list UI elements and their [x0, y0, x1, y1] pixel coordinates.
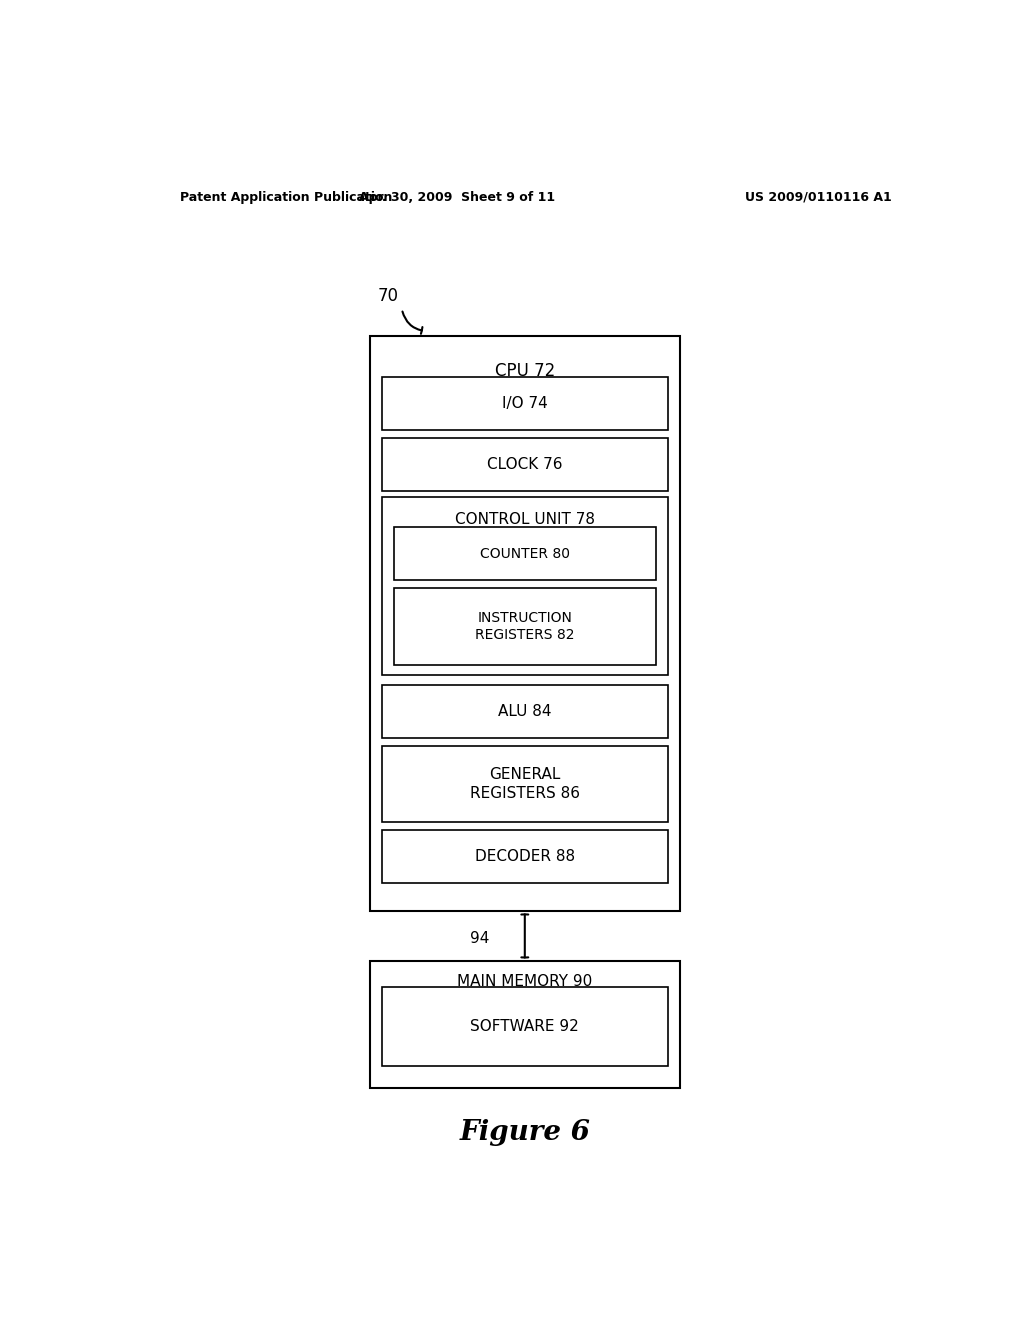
Text: ALU 84: ALU 84	[498, 704, 552, 719]
Text: INSTRUCTION
REGISTERS 82: INSTRUCTION REGISTERS 82	[475, 611, 574, 642]
Bar	[382, 830, 668, 883]
Text: CPU 72: CPU 72	[495, 362, 555, 380]
Text: Figure 6: Figure 6	[460, 1118, 590, 1146]
Text: CONTROL UNIT 78: CONTROL UNIT 78	[455, 512, 595, 527]
Bar	[382, 685, 668, 738]
Text: SOFTWARE 92: SOFTWARE 92	[470, 1019, 580, 1034]
Text: 70: 70	[378, 286, 399, 305]
Bar	[394, 589, 655, 664]
Text: CLOCK 76: CLOCK 76	[487, 457, 562, 471]
Bar	[382, 496, 668, 675]
Bar	[382, 987, 668, 1067]
Bar	[382, 438, 668, 491]
Text: GENERAL
REGISTERS 86: GENERAL REGISTERS 86	[470, 767, 580, 801]
Text: COUNTER 80: COUNTER 80	[480, 546, 569, 561]
Bar	[394, 528, 655, 581]
Bar	[382, 378, 668, 430]
Text: DECODER 88: DECODER 88	[475, 849, 574, 865]
Text: Patent Application Publication: Patent Application Publication	[179, 190, 392, 203]
Bar	[382, 746, 668, 822]
Text: I/O 74: I/O 74	[502, 396, 548, 411]
Text: US 2009/0110116 A1: US 2009/0110116 A1	[745, 190, 892, 203]
Bar	[370, 961, 680, 1089]
Text: Apr. 30, 2009  Sheet 9 of 11: Apr. 30, 2009 Sheet 9 of 11	[359, 190, 555, 203]
Text: MAIN MEMORY 90: MAIN MEMORY 90	[457, 974, 593, 989]
Bar	[370, 337, 680, 911]
Text: 94: 94	[470, 932, 489, 946]
